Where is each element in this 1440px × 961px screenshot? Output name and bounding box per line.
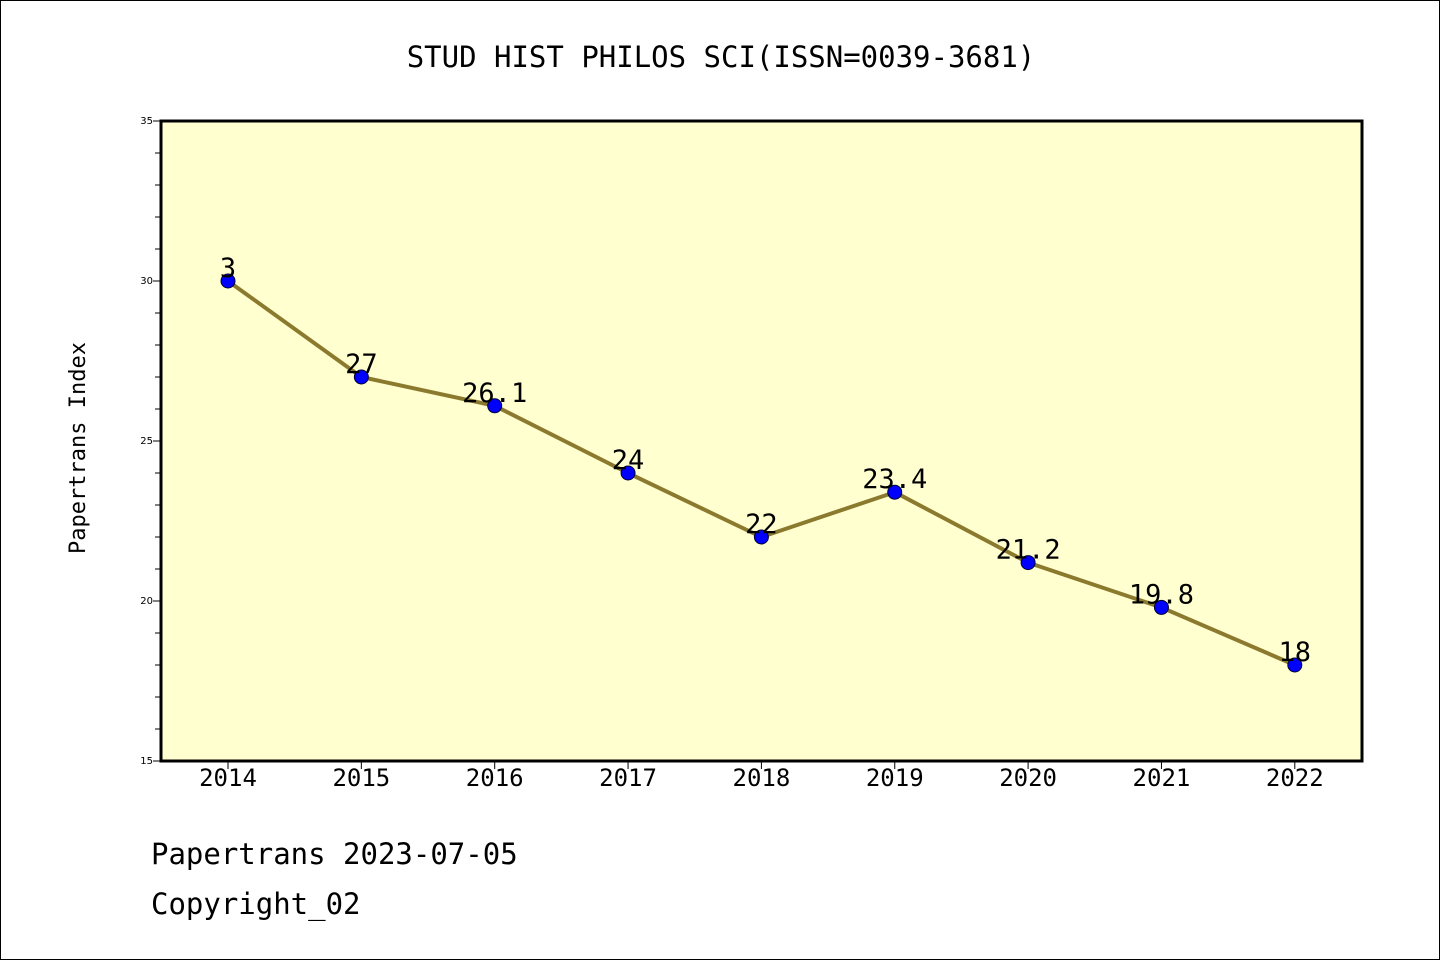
x-tick-label: 2022 — [1266, 764, 1324, 792]
plot-background — [159, 119, 1364, 763]
x-tick-label: 2019 — [866, 764, 924, 792]
data-label: 21.2 — [996, 535, 1061, 566]
y-tick-label: 25 — [140, 436, 153, 447]
y-axis-label: Papertrans Index — [66, 342, 91, 554]
y-tick-label: 35 — [140, 116, 153, 127]
data-label: 22 — [745, 509, 778, 540]
data-point — [487, 398, 503, 414]
data-label: 3 — [220, 253, 236, 284]
data-point — [220, 273, 236, 289]
y-tick-label: 15 — [140, 756, 153, 767]
data-point — [620, 465, 636, 481]
data-point — [1287, 657, 1303, 673]
x-tick-label: 2021 — [1133, 764, 1191, 792]
y-tick-label: 20 — [140, 596, 153, 607]
x-tick-label: 2018 — [733, 764, 791, 792]
data-point — [1020, 555, 1036, 571]
data-point — [353, 369, 369, 385]
chart-title: STUD HIST PHILOS SCI(ISSN=0039-3681) — [407, 40, 1036, 74]
data-label: 18 — [1279, 637, 1312, 668]
plot-area: 15 20 25 30 35 2014 2015 2016 2017 2018 2019 2020 20… — [140, 116, 1364, 792]
footer-date: Papertrans 2023-07-05 — [151, 837, 518, 871]
x-tick-label: 2017 — [599, 764, 657, 792]
x-tick-label: 2015 — [332, 764, 390, 792]
data-label: 23.4 — [862, 464, 927, 495]
data-label: 19.8 — [1129, 579, 1194, 610]
x-tick-label: 2020 — [999, 764, 1057, 792]
data-label: 27 — [345, 349, 378, 380]
data-point — [887, 484, 903, 500]
data-point — [1153, 599, 1169, 615]
data-label: 26.1 — [462, 378, 527, 409]
x-tick-label: 2014 — [199, 764, 257, 792]
x-tick-label: 2016 — [466, 764, 524, 792]
data-label: 24 — [612, 445, 645, 476]
footer-copyright: Copyright_02 — [151, 887, 361, 921]
y-tick-label: 30 — [140, 276, 153, 287]
data-point — [753, 529, 769, 545]
